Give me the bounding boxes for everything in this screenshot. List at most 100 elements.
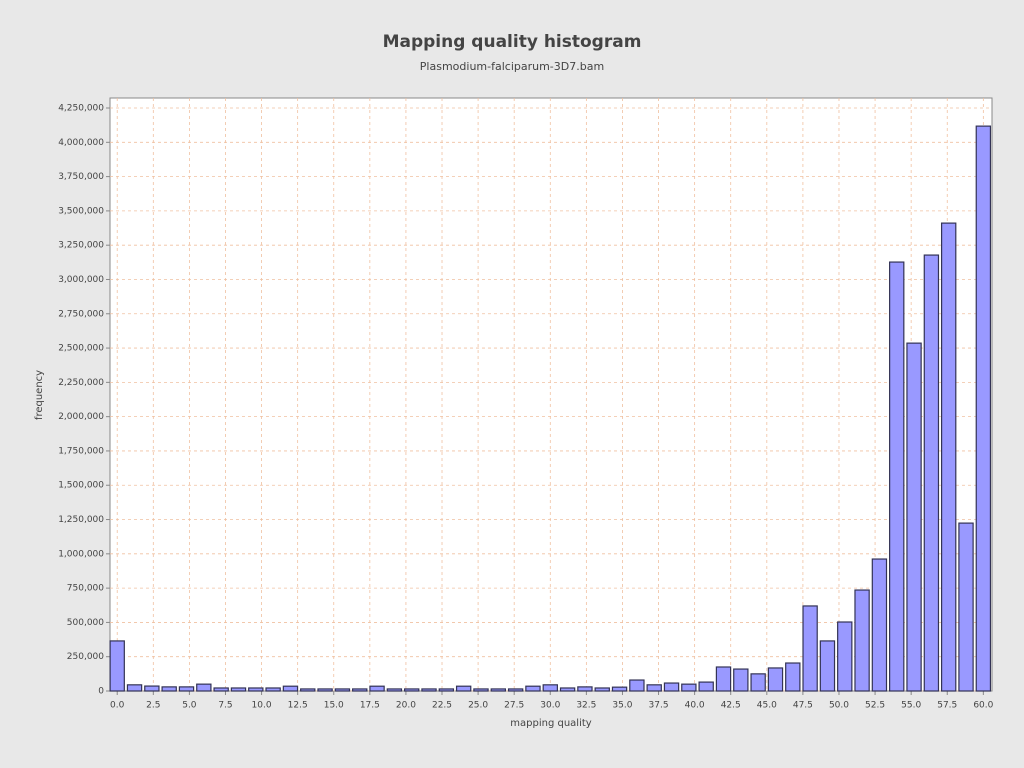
bar bbox=[594, 687, 610, 692]
bar bbox=[646, 684, 662, 692]
bar bbox=[178, 686, 195, 692]
y-tick-label: 2,250,000 bbox=[58, 378, 104, 388]
bar bbox=[369, 685, 385, 692]
bar bbox=[663, 682, 680, 692]
bar bbox=[317, 688, 333, 692]
bar bbox=[889, 261, 905, 692]
x-tick-label: 57.5 bbox=[937, 701, 957, 711]
x-tick-label: 55.0 bbox=[901, 701, 921, 711]
y-tick-label: 500,000 bbox=[67, 618, 104, 628]
y-tick-label: 4,000,000 bbox=[58, 138, 104, 148]
x-tick-label: 20.0 bbox=[396, 701, 416, 711]
bar bbox=[265, 687, 281, 692]
x-tick-label: 42.5 bbox=[721, 701, 741, 711]
bar bbox=[733, 668, 749, 692]
bar bbox=[854, 589, 870, 692]
y-tick-label: 2,750,000 bbox=[58, 309, 104, 319]
bar bbox=[940, 222, 957, 692]
x-tick-label: 12.5 bbox=[288, 701, 308, 711]
x-tick-label: 27.5 bbox=[504, 701, 524, 711]
bar bbox=[750, 673, 766, 692]
x-tick-label: 25.0 bbox=[468, 701, 488, 711]
x-tick-label: 7.5 bbox=[218, 701, 232, 711]
bar bbox=[126, 684, 143, 692]
y-tick-label: 1,250,000 bbox=[58, 515, 104, 525]
bar bbox=[352, 688, 368, 692]
bar bbox=[282, 685, 299, 692]
bar bbox=[837, 621, 853, 692]
bar bbox=[109, 640, 125, 692]
x-tick-label: 22.5 bbox=[432, 701, 452, 711]
y-axis-label: frequency bbox=[34, 370, 45, 420]
chart-title: Mapping quality histogram bbox=[383, 32, 642, 52]
y-tick-label: 1,000,000 bbox=[58, 549, 104, 559]
y-tick-label: 3,500,000 bbox=[58, 206, 104, 216]
x-axis-label: mapping quality bbox=[510, 718, 591, 729]
bar bbox=[577, 686, 593, 692]
x-tick-label: 0.0 bbox=[110, 701, 125, 711]
y-tick-label: 3,750,000 bbox=[58, 172, 104, 182]
bar bbox=[975, 125, 992, 692]
bar bbox=[300, 688, 316, 692]
x-tick-label: 15.0 bbox=[324, 701, 344, 711]
bar bbox=[144, 685, 160, 692]
x-tick-label: 47.5 bbox=[793, 701, 813, 711]
bar bbox=[386, 688, 403, 692]
y-tick-label: 1,500,000 bbox=[58, 481, 104, 491]
bar bbox=[490, 688, 507, 692]
x-tick-label: 35.0 bbox=[612, 701, 632, 711]
y-tick-label: 0 bbox=[98, 687, 104, 697]
x-tick-label: 50.0 bbox=[829, 701, 849, 711]
bar bbox=[507, 688, 524, 692]
bar bbox=[802, 605, 818, 692]
bar bbox=[681, 683, 697, 692]
bar bbox=[715, 666, 732, 692]
bar bbox=[421, 688, 437, 692]
bar bbox=[248, 687, 264, 692]
bar bbox=[161, 686, 177, 692]
bar bbox=[230, 687, 247, 692]
bar bbox=[906, 342, 922, 692]
x-tick-label: 30.0 bbox=[540, 701, 560, 711]
x-tick-label: 2.5 bbox=[146, 701, 160, 711]
bar bbox=[196, 683, 212, 692]
bar bbox=[767, 667, 784, 692]
y-tick-label: 3,250,000 bbox=[58, 241, 104, 251]
y-tick-label: 1,750,000 bbox=[58, 446, 104, 456]
bar bbox=[525, 685, 541, 692]
y-tick-label: 2,000,000 bbox=[58, 412, 104, 422]
bar bbox=[785, 662, 801, 692]
x-tick-label: 5.0 bbox=[182, 701, 197, 711]
bar bbox=[611, 686, 628, 692]
bar bbox=[559, 687, 576, 692]
bar bbox=[819, 640, 836, 692]
x-tick-label: 45.0 bbox=[757, 701, 777, 711]
y-tick-label: 750,000 bbox=[67, 584, 104, 594]
x-tick-label: 52.5 bbox=[865, 701, 885, 711]
plot-area bbox=[109, 97, 993, 692]
bar bbox=[958, 522, 974, 692]
chart-subtitle: Plasmodium-falciparum-3D7.bam bbox=[420, 60, 604, 73]
y-tick-label: 250,000 bbox=[67, 652, 104, 662]
y-tick-label: 2,500,000 bbox=[58, 344, 104, 354]
x-tick-label: 10.0 bbox=[252, 701, 272, 711]
bar bbox=[438, 688, 455, 692]
bar bbox=[473, 688, 489, 692]
bar bbox=[923, 254, 940, 692]
x-tick-label: 40.0 bbox=[685, 701, 705, 711]
x-tick-label: 37.5 bbox=[649, 701, 669, 711]
bar bbox=[542, 684, 558, 692]
bar bbox=[698, 681, 714, 692]
x-tick-label: 32.5 bbox=[576, 701, 596, 711]
bar bbox=[334, 688, 351, 692]
bar bbox=[455, 685, 472, 692]
x-tick-label: 60.0 bbox=[973, 701, 993, 711]
y-tick-label: 4,250,000 bbox=[58, 104, 104, 114]
bar bbox=[871, 558, 888, 692]
bar bbox=[213, 687, 229, 692]
x-tick-label: 17.5 bbox=[360, 701, 380, 711]
y-tick-label: 3,000,000 bbox=[58, 275, 104, 285]
bar bbox=[629, 679, 645, 692]
bar bbox=[403, 688, 420, 692]
